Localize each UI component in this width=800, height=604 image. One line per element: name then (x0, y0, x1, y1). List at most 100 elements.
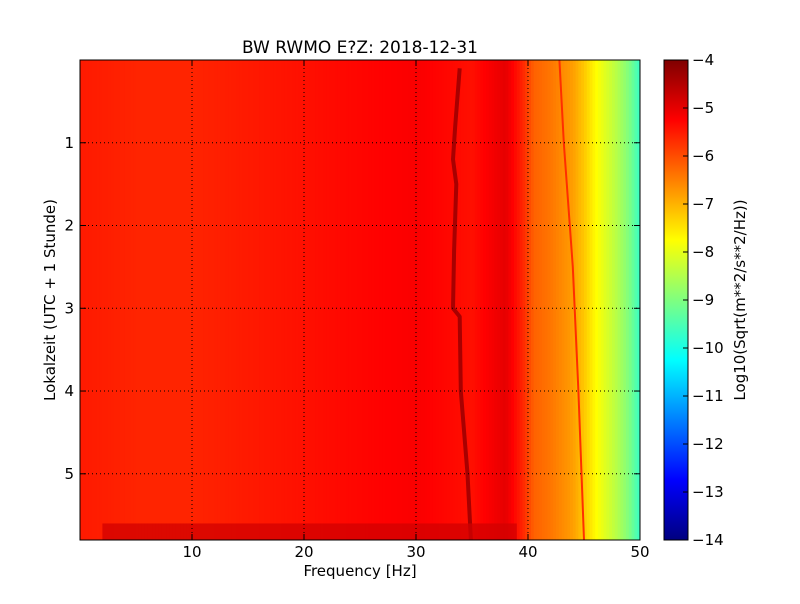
heatmap-column (494, 60, 498, 540)
heatmap-column (390, 60, 395, 540)
heatmap-column (617, 60, 621, 540)
heatmap-column (161, 60, 165, 540)
heatmap-column (600, 60, 605, 540)
heatmap-column (318, 60, 322, 540)
heatmap-column (323, 60, 327, 540)
heatmap-column (122, 60, 126, 540)
heatmap-column (570, 60, 574, 540)
heatmap-column (530, 60, 535, 540)
heatmap-column (158, 60, 162, 540)
x-tick-label: 50 (630, 543, 649, 561)
heatmap-column (91, 60, 95, 540)
heatmap-column (432, 60, 437, 540)
heatmap-column (438, 60, 442, 540)
heatmap-column (178, 60, 182, 540)
heatmap-column (404, 60, 409, 540)
heatmap-column (144, 60, 148, 540)
heatmap-column (141, 60, 145, 540)
heatmap-column (320, 60, 325, 540)
heatmap-column (133, 60, 137, 540)
heatmap-column (262, 60, 266, 540)
heatmap-column (206, 60, 210, 540)
heatmap-column (236, 60, 241, 540)
heatmap-column (351, 60, 355, 540)
heatmap-column (441, 60, 445, 540)
heatmap-column (519, 60, 523, 540)
heatmap-column (511, 60, 515, 540)
heatmap-column (94, 60, 98, 540)
heatmap-column (312, 60, 316, 540)
heatmap-column (637, 60, 640, 540)
heatmap-column (483, 60, 487, 540)
heatmap-column (567, 60, 571, 540)
heatmap-column (292, 60, 297, 540)
heatmap-column (211, 60, 215, 540)
heatmap-column (469, 60, 473, 540)
heatmap-column (612, 60, 616, 540)
heatmap-column (472, 60, 476, 540)
heatmap-cells (80, 60, 640, 540)
heatmap-column (466, 60, 470, 540)
heatmap-column (231, 60, 235, 540)
heatmap-column (603, 60, 607, 540)
heatmap-column (234, 60, 238, 540)
heatmap-column (287, 60, 291, 540)
y-tick-label: 2 (64, 217, 74, 235)
heatmap-column (88, 60, 92, 540)
heatmap-column (631, 60, 635, 540)
heatmap-column (614, 60, 619, 540)
heatmap-column (124, 60, 129, 540)
heatmap-column (130, 60, 134, 540)
heatmap-column (542, 60, 546, 540)
heatmap-column (368, 60, 372, 540)
heatmap-column (175, 60, 179, 540)
heatmap-column (396, 60, 400, 540)
heatmap-column (203, 60, 207, 540)
heatmap-column (259, 60, 263, 540)
heatmap-column (620, 60, 624, 540)
heatmap-column (533, 60, 537, 540)
heatmap-column (407, 60, 411, 540)
heatmap-column (138, 60, 143, 540)
spectral-features (102, 60, 585, 540)
heatmap-column (220, 60, 224, 540)
heatmap-column (340, 60, 344, 540)
colorbar-tick-label: −9 (692, 291, 714, 309)
heatmap-column (197, 60, 201, 540)
x-tick-label: 10 (182, 543, 201, 561)
colorbar-tick-label: −7 (692, 195, 714, 213)
heatmap-column (525, 60, 529, 540)
heatmap-column (189, 60, 193, 540)
heatmap-column (500, 60, 504, 540)
heatmap-column (183, 60, 187, 540)
heatmap-column (584, 60, 588, 540)
plot-frame (79, 59, 641, 541)
heatmap-column (444, 60, 448, 540)
heatmap-column (332, 60, 336, 540)
heatmap-column (446, 60, 451, 540)
heatmap-column (556, 60, 560, 540)
x-tick-label: 30 (406, 543, 425, 561)
heatmap-column (362, 60, 367, 540)
heatmap-column (105, 60, 109, 540)
heatmap-column (536, 60, 540, 540)
heatmap-column (421, 60, 425, 540)
heatmap-column (488, 60, 493, 540)
heatmap-column (306, 60, 311, 540)
heatmap-column (250, 60, 255, 540)
heatmap-column (267, 60, 271, 540)
heatmap-column (169, 60, 173, 540)
heatmap-column (290, 60, 294, 540)
heatmap-column (136, 60, 140, 540)
heatmap-column (242, 60, 246, 540)
y-tick-label: 4 (64, 382, 74, 400)
heatmap-column (253, 60, 257, 540)
heatmap-column (337, 60, 341, 540)
heatmap-column (155, 60, 159, 540)
heatmap-column (102, 60, 106, 540)
heatmap-column (410, 60, 414, 540)
heatmap-column (119, 60, 123, 540)
heatmap-column (399, 60, 403, 540)
